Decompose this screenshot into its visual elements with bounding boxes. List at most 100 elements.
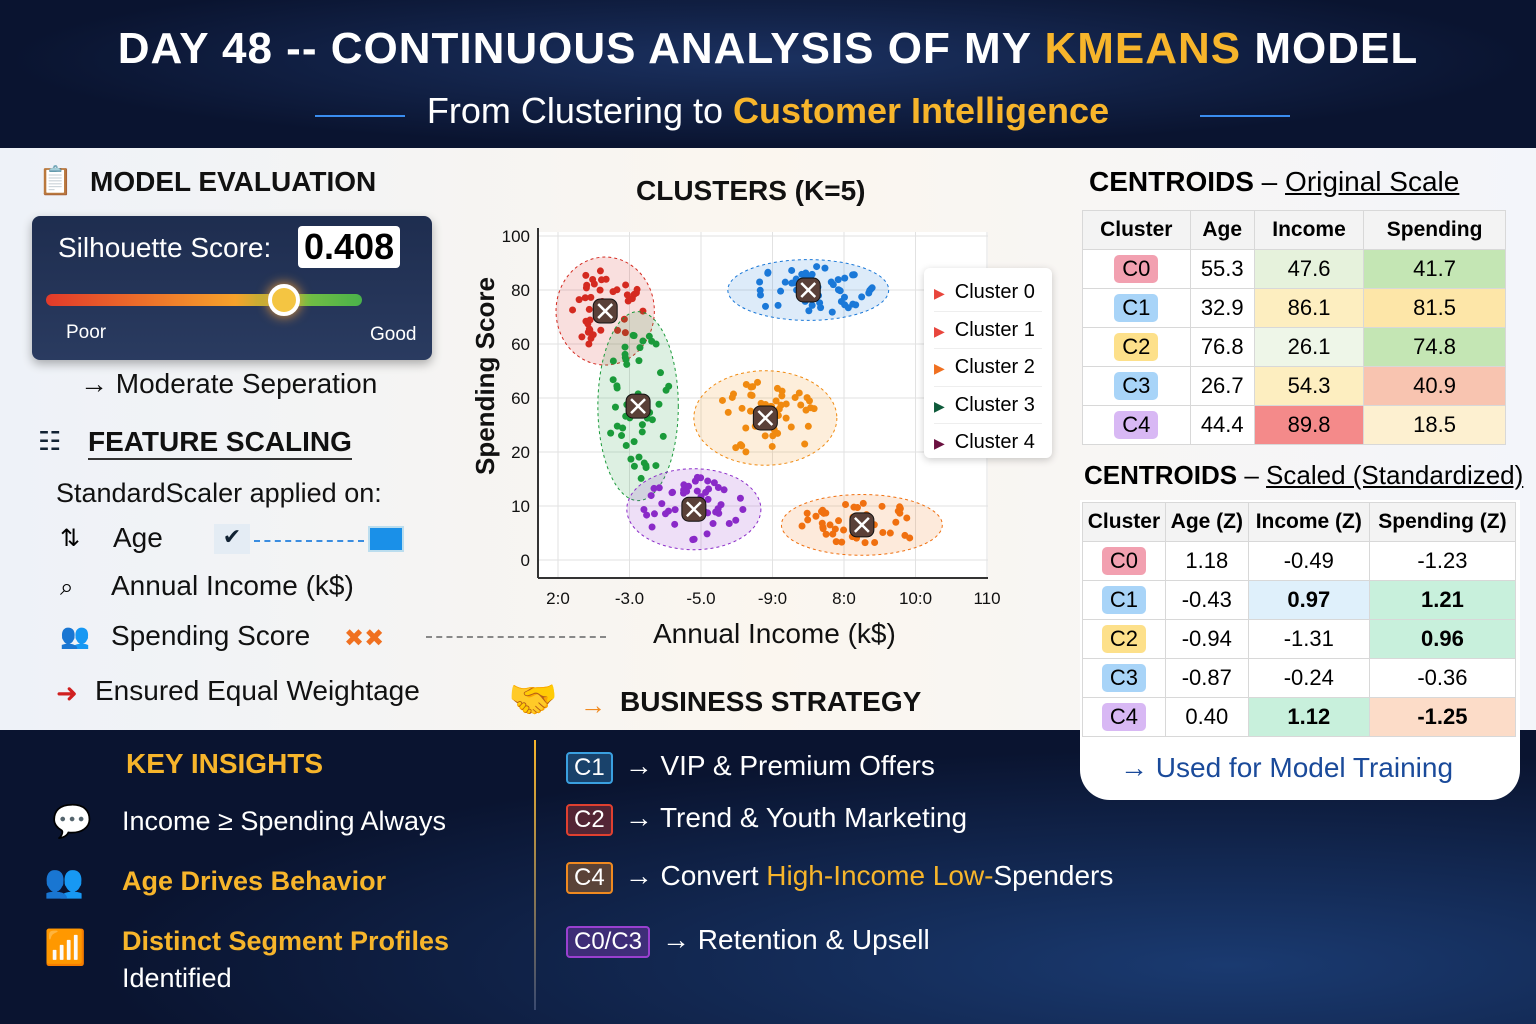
data-point — [790, 279, 798, 287]
age-icon: ⇅ — [60, 525, 81, 552]
table-row: C3 26.7 54.3 40.9 — [1082, 366, 1506, 406]
value-cell: -0.43 — [1164, 580, 1249, 620]
strategy-icon: 🤝 — [508, 678, 558, 722]
data-point — [808, 301, 816, 309]
data-point — [832, 538, 840, 546]
silhouette-score: 0.408 — [298, 226, 401, 268]
data-point — [618, 432, 626, 440]
data-point — [742, 424, 750, 432]
data-point — [756, 278, 764, 286]
cluster-tag: C4 — [566, 862, 613, 894]
data-point — [841, 301, 849, 309]
dashed-connector — [254, 540, 364, 542]
income-icon: ⌕ — [60, 574, 74, 601]
evaluation-icon: 📋 — [38, 165, 73, 196]
legend-item: ▶ Cluster 4 — [934, 424, 1042, 462]
strategy-text: → Convert — [624, 860, 767, 891]
table-row: C0 55.3 47.6 41.7 — [1082, 249, 1506, 289]
y-tick-label: 20 — [511, 443, 530, 462]
data-point — [879, 528, 887, 536]
data-point — [813, 263, 821, 271]
cluster-badge: C2 — [1114, 333, 1159, 361]
data-point — [703, 530, 711, 538]
cluster-cell: C2 — [1082, 619, 1166, 659]
table-row: C1 -0.43 0.97 1.21 — [1082, 580, 1517, 620]
strategy-text: → Retention & Upsell — [662, 924, 930, 955]
cluster-badge: C1 — [1114, 294, 1159, 322]
strategy-item: C1 → VIP & Premium Offers — [566, 750, 935, 784]
data-point — [597, 326, 605, 334]
silhouette-label: Silhouette Score: — [58, 232, 272, 263]
data-point — [630, 438, 638, 446]
data-point — [829, 281, 837, 289]
x-tick-label: 10:0 — [899, 589, 932, 608]
data-point — [871, 538, 879, 546]
data-point — [589, 331, 597, 339]
data-point — [732, 516, 740, 524]
data-point — [614, 326, 622, 334]
data-point — [640, 506, 648, 514]
data-point — [795, 389, 803, 397]
value-cell: 0.96 — [1368, 619, 1517, 659]
data-point — [671, 520, 679, 528]
value-cell: 1.21 — [1368, 580, 1517, 620]
data-point — [652, 340, 660, 348]
data-point — [635, 357, 643, 365]
data-point — [650, 484, 658, 492]
data-point — [787, 423, 795, 431]
table-header: Cluster Age Income Spending — [1082, 210, 1506, 250]
data-point — [818, 508, 826, 516]
data-point — [836, 287, 844, 295]
value-cell: -1.31 — [1247, 619, 1370, 659]
data-point — [736, 494, 744, 502]
data-point — [777, 287, 785, 295]
list-icon: ☷ — [38, 426, 62, 456]
value-cell: 0.40 — [1164, 697, 1249, 737]
feature-income: Annual Income (k$) — [111, 570, 354, 601]
feature-spending: Spending Score — [111, 620, 311, 651]
data-point — [756, 286, 764, 294]
original-centroids-table: Cluster Age Income Spending C0 55.3 47.6 41.7 C1… — [1082, 210, 1506, 445]
data-point — [613, 422, 621, 430]
poor-label: Poor — [66, 322, 107, 343]
stars-icon: ✖✖ — [344, 625, 385, 652]
strategy-text-end: Spenders — [993, 860, 1114, 891]
triangle-icon: ▶ — [934, 322, 945, 339]
data-point — [637, 474, 645, 482]
data-point — [659, 432, 667, 440]
cluster-badge: C4 — [1114, 411, 1159, 439]
check-icon: ✔ — [214, 524, 250, 554]
scaled-centroids-table: Cluster Age (Z) Income (Z) Spending (Z) C0 1.… — [1082, 502, 1517, 737]
data-point — [720, 486, 728, 494]
data-point — [841, 274, 849, 282]
data-point — [808, 270, 816, 278]
x-tick-label: 2:0 — [546, 589, 570, 608]
table-row: C2 -0.94 -1.31 0.96 — [1082, 619, 1517, 659]
users-icon: 👥 — [60, 623, 90, 650]
data-point — [797, 401, 805, 409]
cluster-cell: C1 — [1082, 580, 1166, 620]
data-point — [575, 296, 583, 304]
data-point — [655, 400, 663, 408]
group-icon: 👥 — [44, 863, 84, 899]
value-cell: 26.1 — [1253, 327, 1365, 367]
table-row: C3 -0.87 -0.24 -0.36 — [1082, 658, 1517, 698]
data-point — [739, 506, 747, 514]
strategy-heading: BUSINESS STRATEGY — [620, 686, 922, 717]
data-point — [635, 453, 643, 461]
legend-item: ▶ Cluster 3 — [934, 387, 1042, 424]
data-point — [812, 512, 820, 520]
data-point — [704, 495, 712, 503]
cluster-badge: C3 — [1101, 664, 1146, 692]
cluster-scatter-chart: 2:0 0 -3.0 10 -5.0 20 -9:0 60 8:0 60 10:0 80 110 100 — [502, 227, 1001, 608]
data-point — [754, 378, 762, 386]
silhouette-card: Silhouette Score: 0.408 Poor Good — [32, 216, 432, 360]
data-point — [718, 396, 726, 404]
arrow-left-decor — [315, 115, 405, 117]
scaler-text: StandardScaler applied on: — [56, 478, 382, 508]
data-point — [714, 484, 722, 492]
legend-label: Cluster 3 — [954, 393, 1035, 416]
data-point — [834, 276, 842, 284]
table-row: C2 76.8 26.1 74.8 — [1082, 327, 1506, 367]
strategy-item: C2 → Trend & Youth Marketing — [566, 802, 967, 836]
